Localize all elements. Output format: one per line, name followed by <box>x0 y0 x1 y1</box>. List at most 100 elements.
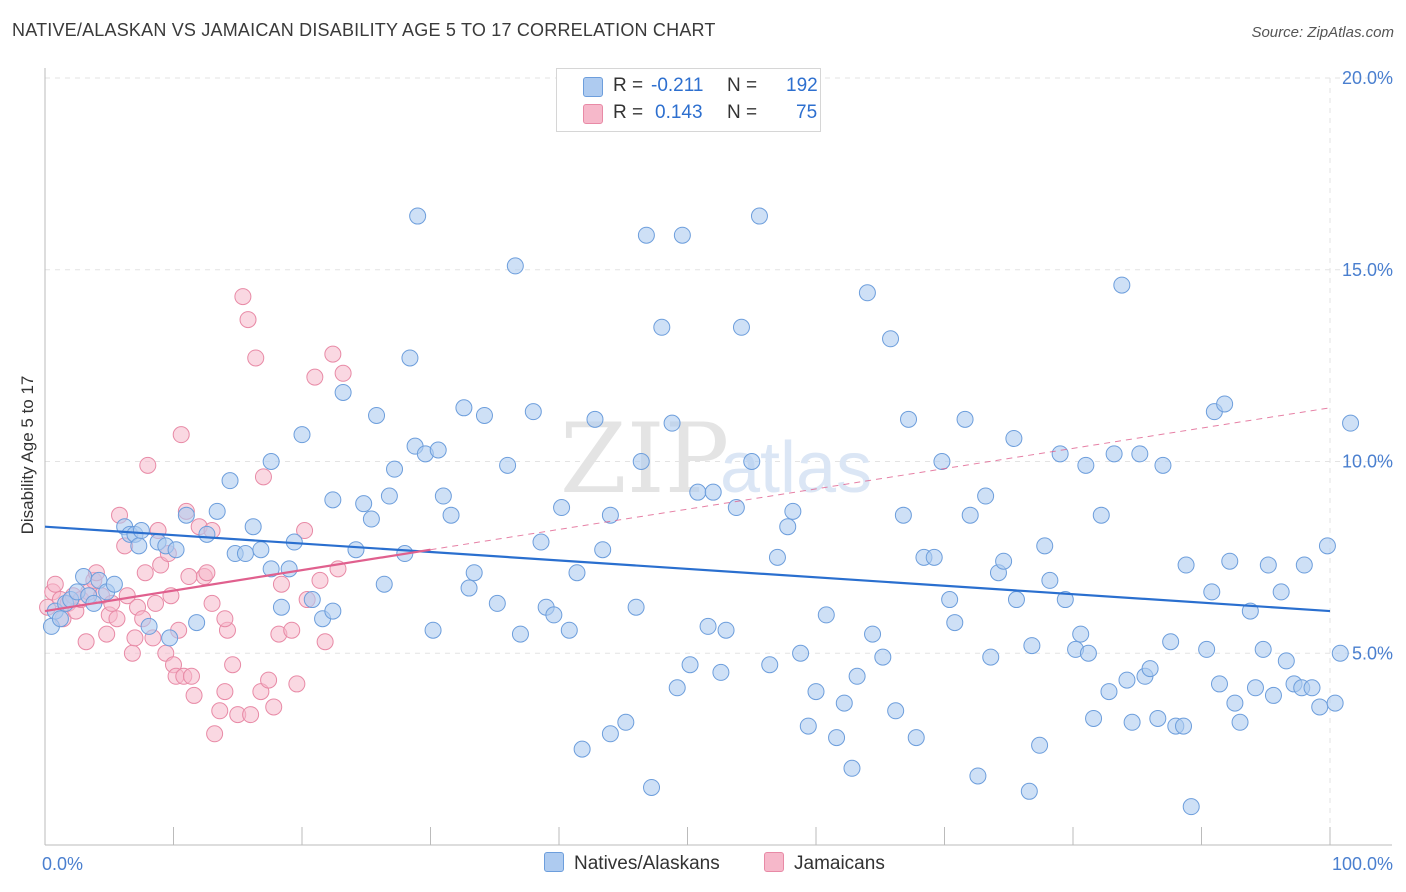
natives-point <box>969 767 987 785</box>
natives-point <box>637 226 655 244</box>
natives-point <box>1123 713 1141 731</box>
natives-point <box>792 644 810 662</box>
natives-point <box>1036 537 1054 555</box>
legend-r-label: R = <box>613 102 644 123</box>
correlation-legend: R = -0.211 N = 192 R = 0.143 N = 75 <box>556 68 821 132</box>
legend-n-value: 192 <box>786 75 818 96</box>
natives-point <box>743 453 761 470</box>
natives-point <box>1326 694 1344 712</box>
y-axis-label: Disability Age 5 to 17 <box>18 376 37 535</box>
tick-labels: 5.0% 10.0% 15.0% 20.0% 0.0% 100.0% <box>42 68 1393 874</box>
natives-point <box>1031 736 1049 754</box>
jamaicans-point <box>182 667 200 685</box>
natives-point <box>1226 694 1244 712</box>
natives-point <box>1198 640 1216 658</box>
natives-point <box>1005 429 1023 447</box>
natives-point <box>362 510 380 528</box>
natives-point <box>750 207 768 225</box>
natives-point <box>843 759 861 777</box>
natives-point <box>601 506 619 524</box>
jamaicans-point <box>211 702 229 720</box>
bottom-legend-swatch-jamaicans <box>764 852 784 872</box>
natives-point <box>465 564 483 582</box>
bottom-legend-jamaicans: Jamaicans <box>764 852 885 875</box>
natives-point <box>105 575 123 593</box>
natives-point <box>1277 652 1295 670</box>
jamaicans-trend-line <box>44 548 431 613</box>
legend-swatch-natives <box>583 77 603 97</box>
natives-point <box>1203 583 1221 601</box>
natives-trend-line <box>44 525 1331 613</box>
jamaicans-point <box>239 311 257 329</box>
source-label: Source: ZipAtlas.com <box>1251 24 1394 41</box>
x-tick-label-min: 0.0% <box>42 854 83 874</box>
natives-point <box>252 541 270 559</box>
natives-point <box>848 667 866 685</box>
jamaicans-point <box>180 568 198 586</box>
natives-point <box>1023 637 1041 655</box>
natives-point <box>946 614 964 632</box>
natives-point <box>1092 506 1110 524</box>
natives-point <box>689 483 707 501</box>
natives-point <box>455 399 473 417</box>
natives-point <box>1318 537 1336 555</box>
chart-title: NATIVE/ALASKAN VS JAMAICAN DISABILITY AG… <box>12 20 716 40</box>
natives-point <box>1131 445 1149 463</box>
natives-point <box>717 621 735 639</box>
natives-point <box>982 648 1000 666</box>
jamaicans-point <box>224 656 242 674</box>
legend-r-value: 0.143 <box>655 102 703 123</box>
natives-point <box>1079 644 1097 662</box>
natives-point <box>933 453 951 470</box>
jamaicans-point <box>334 364 352 382</box>
jamaicans-point <box>216 683 234 701</box>
natives-point <box>1105 445 1123 463</box>
natives-point <box>1072 625 1090 643</box>
natives-point <box>161 629 179 647</box>
jamaicans-point <box>126 629 144 647</box>
natives-point <box>712 663 730 681</box>
jamaicans-point <box>283 621 301 639</box>
natives-point <box>907 729 925 747</box>
natives-point <box>995 552 1013 570</box>
natives-point <box>864 625 882 643</box>
natives-point <box>807 683 825 701</box>
legend-r-value: -0.211 <box>651 75 704 96</box>
jamaicans-point <box>198 564 216 582</box>
natives-point <box>303 591 321 609</box>
trend-lines <box>44 407 1331 613</box>
natives-point <box>532 533 550 551</box>
natives-point <box>167 541 185 559</box>
natives-point <box>506 257 524 275</box>
jamaicans-point <box>108 610 126 628</box>
natives-point <box>1311 698 1329 716</box>
natives-point <box>280 560 298 578</box>
natives-point <box>1051 445 1069 463</box>
natives-point <box>324 602 342 620</box>
jamaicans-point <box>316 633 334 651</box>
natives-point <box>681 656 699 674</box>
natives-point <box>617 713 635 731</box>
jamaicans-point <box>272 575 290 593</box>
jamaicans-point <box>311 571 329 589</box>
legend-swatch-jamaicans <box>583 104 603 124</box>
natives-point <box>874 648 892 666</box>
jamaicans-point <box>136 564 154 582</box>
natives-point <box>75 568 93 586</box>
natives-point <box>401 349 419 367</box>
natives-point <box>761 656 779 674</box>
jamaicans-point <box>265 698 283 716</box>
jamaicans-point <box>46 575 64 593</box>
natives-points <box>42 207 1360 816</box>
natives-point <box>627 598 645 616</box>
jamaicans-point <box>260 671 278 689</box>
jamaicans-point <box>185 686 203 704</box>
jamaicans-point <box>324 345 342 363</box>
natives-point <box>429 441 447 459</box>
natives-point <box>1221 552 1239 570</box>
natives-point <box>132 522 150 540</box>
natives-point <box>799 717 817 735</box>
natives-point <box>386 460 404 478</box>
natives-point <box>1056 591 1074 609</box>
